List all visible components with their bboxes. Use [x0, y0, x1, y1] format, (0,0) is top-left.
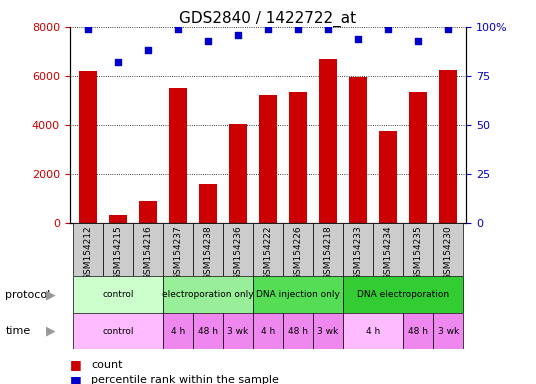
Text: DNA electroporation: DNA electroporation	[357, 290, 449, 299]
Bar	[349, 77, 367, 223]
Text: 4 h: 4 h	[366, 327, 381, 336]
Bar	[440, 70, 457, 223]
Title: GDS2840 / 1422722_at: GDS2840 / 1422722_at	[180, 11, 356, 27]
Bar	[343, 313, 403, 349]
Text: DNA injection only: DNA injection only	[256, 290, 340, 299]
Point	[114, 59, 122, 65]
Bar	[403, 223, 433, 276]
Bar	[139, 201, 157, 223]
Bar	[169, 88, 187, 223]
Bar	[403, 313, 433, 349]
Bar	[343, 276, 463, 313]
Point	[144, 47, 152, 53]
Bar	[283, 313, 313, 349]
Text: GSM154226: GSM154226	[294, 225, 302, 280]
Point	[384, 26, 392, 32]
Text: ▶: ▶	[46, 325, 55, 338]
Bar	[103, 223, 133, 276]
Bar	[259, 95, 277, 223]
Text: protocol: protocol	[5, 290, 50, 300]
Bar	[163, 223, 193, 276]
Bar	[223, 313, 253, 349]
Text: GSM154218: GSM154218	[324, 225, 333, 280]
Text: time: time	[5, 326, 31, 336]
Text: GSM154215: GSM154215	[113, 225, 122, 280]
Text: GSM154234: GSM154234	[384, 225, 393, 280]
Text: GSM154216: GSM154216	[143, 225, 152, 280]
Point	[414, 38, 422, 44]
Bar	[199, 184, 217, 223]
Bar	[229, 124, 247, 223]
Text: 3 wk: 3 wk	[227, 327, 249, 336]
Bar	[373, 223, 403, 276]
Text: GSM154235: GSM154235	[414, 225, 423, 280]
Point	[84, 26, 92, 32]
Text: 3 wk: 3 wk	[438, 327, 459, 336]
Bar	[313, 313, 343, 349]
Bar	[253, 276, 343, 313]
Bar	[193, 223, 223, 276]
Bar	[433, 313, 463, 349]
Text: GSM154212: GSM154212	[83, 225, 92, 280]
Bar	[73, 276, 163, 313]
Text: GSM154238: GSM154238	[203, 225, 212, 280]
Bar	[223, 223, 253, 276]
Point	[264, 26, 272, 32]
Point	[354, 36, 362, 42]
Text: 48 h: 48 h	[408, 327, 428, 336]
Point	[204, 38, 212, 44]
Bar	[319, 59, 337, 223]
Point	[324, 26, 332, 32]
Text: count: count	[91, 360, 123, 370]
Bar	[433, 223, 463, 276]
Bar	[409, 92, 427, 223]
Text: GSM154230: GSM154230	[444, 225, 453, 280]
Text: 3 wk: 3 wk	[317, 327, 339, 336]
Text: 48 h: 48 h	[198, 327, 218, 336]
Text: GSM154233: GSM154233	[354, 225, 363, 280]
Text: ■: ■	[70, 358, 81, 371]
Bar	[109, 215, 127, 223]
Text: ▶: ▶	[46, 288, 55, 301]
Text: 48 h: 48 h	[288, 327, 308, 336]
Bar	[163, 313, 193, 349]
Bar	[133, 223, 163, 276]
Text: GSM154222: GSM154222	[264, 225, 272, 280]
Point	[294, 26, 302, 32]
Text: control: control	[102, 290, 133, 299]
Bar	[73, 223, 103, 276]
Bar	[163, 276, 253, 313]
Bar	[79, 71, 96, 223]
Bar	[283, 223, 313, 276]
Text: percentile rank within the sample: percentile rank within the sample	[91, 375, 279, 384]
Text: 4 h: 4 h	[171, 327, 185, 336]
Bar	[193, 313, 223, 349]
Point	[444, 26, 452, 32]
Text: control: control	[102, 327, 133, 336]
Point	[234, 31, 242, 38]
Text: GSM154236: GSM154236	[234, 225, 242, 280]
Bar	[343, 223, 373, 276]
Bar	[253, 313, 283, 349]
Text: 4 h: 4 h	[261, 327, 275, 336]
Bar	[73, 313, 163, 349]
Text: electroporation only: electroporation only	[162, 290, 254, 299]
Bar	[313, 223, 343, 276]
Bar	[289, 92, 307, 223]
Text: ■: ■	[70, 374, 81, 384]
Point	[174, 26, 182, 32]
Text: GSM154237: GSM154237	[173, 225, 182, 280]
Bar	[379, 131, 397, 223]
Bar	[253, 223, 283, 276]
